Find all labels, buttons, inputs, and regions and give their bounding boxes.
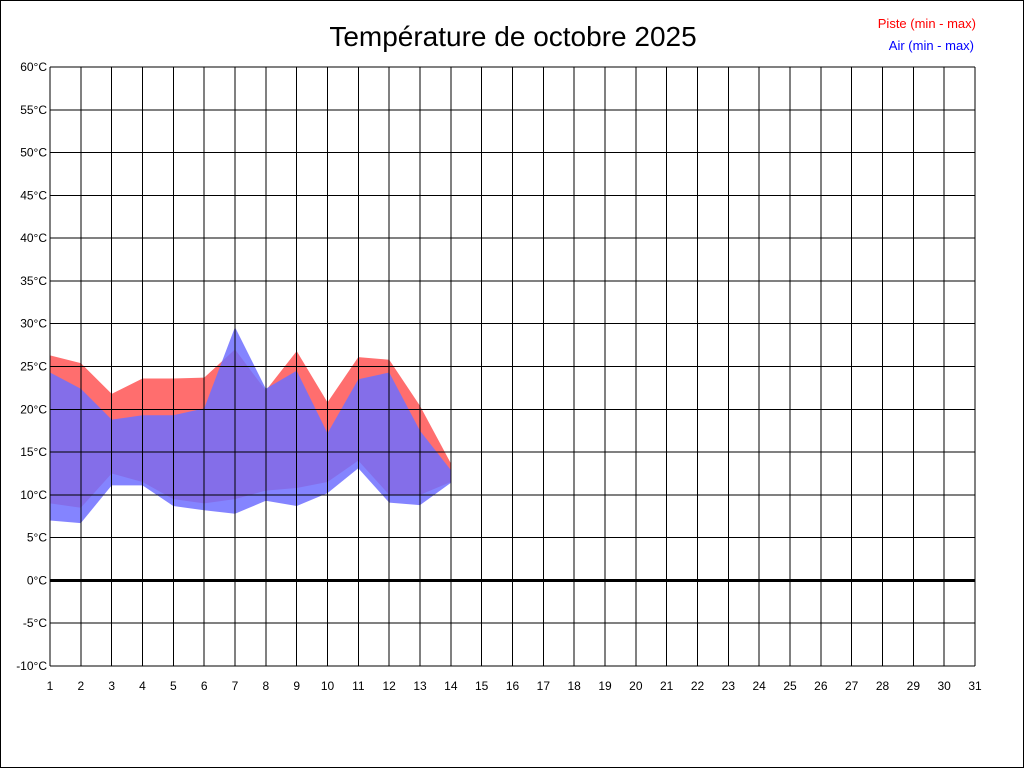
x-tick-label: 24 — [752, 679, 766, 693]
y-axis-ticks: -10°C -5°C 0°C 5°C 10°C 15°C 20°C 25°C 30°C 35°C 4… — [16, 60, 47, 673]
y-tick-label: 20°C — [20, 402, 47, 416]
x-axis-ticks: 1 2 3 4 5 6 7 8 9 10 11 12 13 14 15 16 17 18 19 20 21 22 23 24 2… — [47, 679, 982, 693]
x-tick-label: 6 — [201, 679, 208, 693]
area-layer — [50, 327, 451, 524]
x-tick-label: 28 — [876, 679, 890, 693]
x-tick-label: 12 — [382, 679, 396, 693]
y-tick-label: 5°C — [27, 531, 47, 545]
y-tick-label: 60°C — [20, 60, 47, 74]
x-tick-label: 16 — [506, 679, 520, 693]
x-tick-label: 14 — [444, 679, 458, 693]
x-tick-label: 15 — [475, 679, 489, 693]
x-tick-label: 4 — [139, 679, 146, 693]
y-tick-label: 15°C — [20, 445, 47, 459]
legend-entry-air: Air (min - max) — [889, 38, 974, 53]
x-tick-label: 22 — [691, 679, 705, 693]
x-tick-label: 13 — [413, 679, 427, 693]
y-tick-label: 10°C — [20, 488, 47, 502]
y-tick-label: 30°C — [20, 317, 47, 331]
chart-title: Température de octobre 2025 — [329, 21, 696, 52]
y-tick-label: 50°C — [20, 146, 47, 160]
x-tick-label: 19 — [598, 679, 612, 693]
x-tick-label: 17 — [537, 679, 551, 693]
y-tick-label: 0°C — [27, 573, 47, 587]
legend-entry-piste: Piste (min - max) — [878, 16, 976, 31]
y-tick-label: -10°C — [16, 659, 47, 673]
x-tick-label: 18 — [567, 679, 581, 693]
y-tick-label: 40°C — [20, 231, 47, 245]
x-tick-label: 20 — [629, 679, 643, 693]
y-tick-label: 35°C — [20, 274, 47, 288]
x-tick-label: 7 — [232, 679, 239, 693]
grid-layer — [49, 66, 976, 667]
x-tick-label: 10 — [321, 679, 335, 693]
x-tick-label: 1 — [47, 679, 54, 693]
y-tick-label: 55°C — [20, 103, 47, 117]
x-tick-label: 27 — [845, 679, 859, 693]
y-tick-label: -5°C — [23, 616, 47, 630]
x-tick-label: 29 — [907, 679, 921, 693]
x-tick-label: 30 — [937, 679, 951, 693]
x-tick-label: 23 — [722, 679, 736, 693]
x-tick-label: 21 — [660, 679, 674, 693]
x-tick-label: 25 — [783, 679, 797, 693]
x-tick-label: 3 — [108, 679, 115, 693]
x-tick-label: 2 — [77, 679, 84, 693]
y-tick-label: 45°C — [20, 188, 47, 202]
y-tick-label: 25°C — [20, 360, 47, 374]
x-tick-label: 9 — [293, 679, 300, 693]
x-tick-label: 5 — [170, 679, 177, 693]
x-tick-label: 11 — [352, 679, 365, 693]
x-tick-label: 26 — [814, 679, 828, 693]
series-band-air — [50, 327, 451, 524]
x-tick-label: 31 — [968, 679, 982, 693]
x-tick-label: 8 — [262, 679, 269, 693]
